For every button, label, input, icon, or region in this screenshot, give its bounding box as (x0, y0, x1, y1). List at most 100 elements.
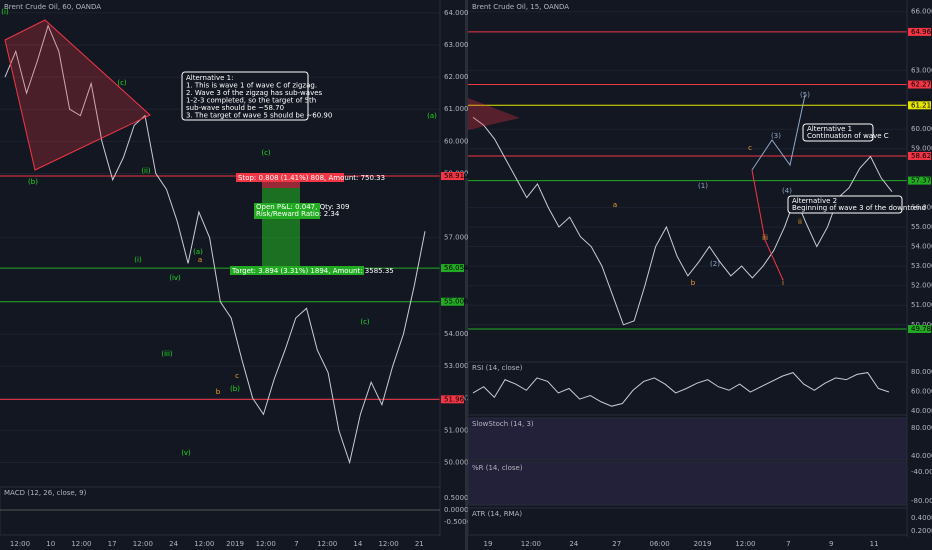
label: 51.000 (444, 426, 469, 434)
label: (c) (117, 79, 127, 87)
label: (iv) (169, 274, 181, 282)
label: 21 (415, 540, 424, 548)
label: (2) (710, 260, 720, 268)
label: Brent Crude Oil, 15, OANDA (472, 3, 569, 11)
label: (c) (261, 149, 271, 157)
note-line: sub-wave should be ~58.70 (186, 104, 284, 112)
label: (c) (360, 318, 370, 326)
level-tag (441, 172, 464, 181)
level-tag (908, 324, 931, 333)
label: (i) (134, 256, 142, 264)
label: (i) (1, 8, 9, 16)
label: 12:00 (521, 540, 541, 548)
label: Alternative 1 (807, 125, 852, 133)
label: 60.0000 (911, 388, 932, 396)
triangle (4, 19, 151, 171)
label: 0.0000 (444, 506, 469, 514)
label: 55.000 (911, 223, 932, 231)
label: 12:00 (317, 540, 337, 548)
label: 66.000 (911, 8, 932, 16)
label: 54.000 (911, 243, 932, 251)
label: 63.000 (444, 41, 469, 49)
label: ii (798, 218, 802, 226)
label: RSI (14, close) (472, 364, 523, 372)
label: 62.000 (444, 73, 469, 81)
level-tag (441, 264, 464, 273)
label: -80.0000 (911, 497, 932, 505)
label: 53.000 (911, 262, 932, 270)
label: 12:00 (133, 540, 153, 548)
macd-pane (0, 486, 441, 536)
label: 12:00 (735, 540, 755, 548)
label: (3) (771, 132, 781, 140)
price-line (4, 24, 426, 465)
label: 50.000 (911, 321, 932, 329)
rsi-line (472, 372, 890, 407)
level-tag (441, 395, 464, 404)
label: c (748, 144, 752, 152)
label: 56.000 (911, 203, 932, 211)
label: 0.2000 (911, 527, 932, 535)
label: 80.0000 (911, 368, 932, 376)
label: 49.785 (911, 325, 932, 333)
label: 59.000 (911, 145, 932, 153)
label: iii (762, 234, 768, 242)
label: 58.919 (444, 172, 469, 180)
label: 14 (353, 540, 362, 548)
level-tag (908, 176, 931, 185)
label: Continuation of wave C (807, 132, 889, 140)
label: c (235, 372, 239, 380)
label: %R (14, close) (472, 464, 523, 472)
label: 50.000 (444, 459, 469, 467)
label: 52.000 (911, 282, 932, 290)
label: 62.279 (911, 81, 932, 89)
target-tag (230, 266, 364, 275)
label: Risk/Reward Ratio: 2.34 (256, 210, 340, 218)
label: 64.969 (911, 28, 932, 36)
alt2-box (787, 195, 903, 214)
label: 7 (786, 540, 790, 548)
label: (4) (782, 187, 792, 195)
price-line (472, 116, 893, 326)
label: (ii) (141, 167, 151, 175)
label: 12:00 (256, 540, 276, 548)
indicator-pane (467, 507, 908, 536)
label: Stop: 0.808 (1.41%) 808, Amount: 750.33 (238, 174, 385, 182)
label: 61.000 (444, 105, 469, 113)
note-line: 1. This is wave 1 of wave C of zigzag. (186, 82, 317, 90)
level-tag (908, 151, 931, 160)
label: 19 (484, 540, 493, 548)
note-box (181, 71, 309, 121)
label: 12:00 (378, 540, 398, 548)
label: 55.006 (444, 298, 469, 306)
label: 40.0000 (911, 407, 932, 415)
projection-down (751, 169, 784, 281)
indicator-pane (467, 461, 908, 506)
label: 12:00 (10, 540, 30, 548)
label: (1) (698, 182, 708, 190)
label: (b) (230, 385, 240, 393)
level-tag (908, 80, 931, 89)
indicator-pane (467, 361, 908, 416)
level-tag (441, 297, 464, 306)
label: 24 (169, 540, 178, 548)
label: -0.5000 (444, 518, 471, 526)
label: (a) (193, 248, 203, 256)
label: 57.370 (911, 177, 932, 185)
label: Open P&L: 0.047, Qty: 309 (256, 203, 349, 211)
label: 7 (294, 540, 298, 548)
level-tag (908, 101, 931, 110)
note-line: Alternative 1: (186, 74, 233, 82)
label: Target: 3.894 (3.31%) 1894, Amount: 3585… (231, 267, 394, 275)
label: b (691, 279, 696, 287)
label: 51.000 (911, 301, 932, 309)
note-line: 3. The target of wave 5 should be ~60.90 (186, 112, 332, 120)
label: 60.000 (444, 137, 469, 145)
label: 0.5000 (444, 494, 469, 502)
label: (a) (427, 112, 437, 120)
label: 58.629 (911, 152, 932, 160)
label: 06:00 (650, 540, 670, 548)
indicator-pane (467, 417, 908, 461)
